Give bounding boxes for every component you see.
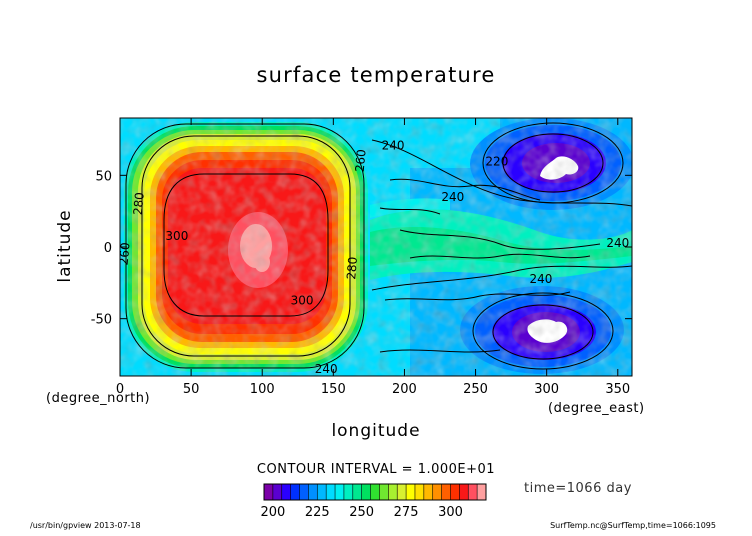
y-tick-label: 50 — [95, 169, 112, 184]
x-unit-label: (degree_east) — [548, 401, 645, 416]
contour-label: 240 — [530, 272, 553, 286]
colorbar-tick-label: 200 — [260, 505, 285, 520]
x-tick-label: 250 — [463, 382, 488, 397]
colorbar-swatch — [414, 484, 425, 500]
footer-right: SurfTemp.nc@SurfTemp,time=1066:1095 — [550, 521, 716, 530]
colorbar-swatch — [423, 484, 434, 500]
colorbar-swatch — [441, 484, 451, 500]
x-tick-label: 100 — [250, 382, 275, 397]
contour-label: 260 — [117, 242, 133, 266]
colorbar-swatch — [317, 484, 327, 500]
colorbar-tick-label: 225 — [305, 505, 330, 520]
y-axis-title: latitude — [55, 209, 75, 282]
colorbar-swatch — [468, 484, 478, 500]
x-tick-label: 300 — [534, 382, 559, 397]
colorbar-swatch — [370, 484, 380, 500]
contour-label: 280 — [131, 192, 147, 216]
contour-label: 220 — [485, 154, 508, 168]
x-tick-label: 150 — [321, 382, 346, 397]
colorbar-swatch — [343, 484, 354, 500]
colorbar-swatch — [450, 484, 460, 500]
colorbar-swatch — [361, 484, 371, 500]
colorbar-tick-label: 300 — [438, 505, 463, 520]
y-axis: 50 0 -50 — [91, 169, 632, 328]
colorbar-swatch — [272, 484, 283, 500]
y-unit-label: (degree_north) — [46, 391, 150, 406]
x-tick-label: 50 — [183, 382, 200, 397]
colorbar-swatch — [335, 484, 345, 500]
time-label: time=1066 day — [524, 481, 632, 496]
x-axis-title: longitude — [331, 421, 420, 441]
contour-labels: 300 300 280 280 260 260 240 240 240 240 240 220 — [117, 139, 629, 376]
field-texture — [120, 118, 632, 376]
colorbar-ticks: 200 225 250 275 300 — [260, 505, 462, 520]
contour-label: 240 — [441, 190, 464, 204]
colorbar-swatch — [308, 484, 318, 500]
contour-label: 300 — [165, 229, 188, 243]
x-tick-label: 0 — [116, 382, 124, 397]
colorbar-swatch — [397, 484, 407, 500]
colorbar-swatch — [477, 484, 487, 500]
colorbar-swatch — [264, 484, 274, 500]
contour-interval-label: CONTOUR INTERVAL = 1.000E+01 — [257, 462, 495, 477]
colorbar — [263, 483, 487, 501]
temperature-field: 300 300 280 280 260 260 240 240 240 240 240 220 — [117, 118, 632, 376]
colorbar-swatch — [326, 484, 336, 500]
y-tick-label: -50 — [91, 313, 112, 328]
contour-lines — [125, 122, 632, 370]
y-tick-label: 0 — [104, 241, 112, 256]
colorbar-swatch — [388, 484, 398, 500]
colorbar-swatch — [379, 484, 389, 500]
colorbar-swatch — [432, 484, 442, 500]
contour-label: 280 — [344, 256, 360, 280]
x-tick-label: 350 — [605, 382, 630, 397]
colorbar-swatch — [299, 484, 309, 500]
colorbar-tick-label: 275 — [394, 505, 419, 520]
colorbar-swatch — [352, 484, 362, 500]
x-axis: 0 50 100 150 200 250 300 350 — [116, 118, 630, 397]
colorbar-swatch — [281, 484, 291, 500]
contour-label: 240 — [606, 236, 629, 250]
footer-left: /usr/bin/gpview 2013-07-18 — [30, 521, 141, 530]
contour-label: 240 — [315, 362, 338, 376]
colorbar-frame — [263, 483, 487, 501]
colorbar-tick-label: 250 — [349, 505, 374, 520]
contour-label: 240 — [382, 139, 405, 153]
x-tick-label: 200 — [392, 382, 417, 397]
chart-title: surface temperature — [256, 63, 495, 87]
colorbar-swatch — [459, 484, 469, 500]
contour-label: 300 — [291, 293, 314, 307]
colorbar-swatch — [406, 484, 416, 500]
colorbar-swatch — [290, 484, 300, 500]
contour-label: 260 — [353, 149, 369, 173]
